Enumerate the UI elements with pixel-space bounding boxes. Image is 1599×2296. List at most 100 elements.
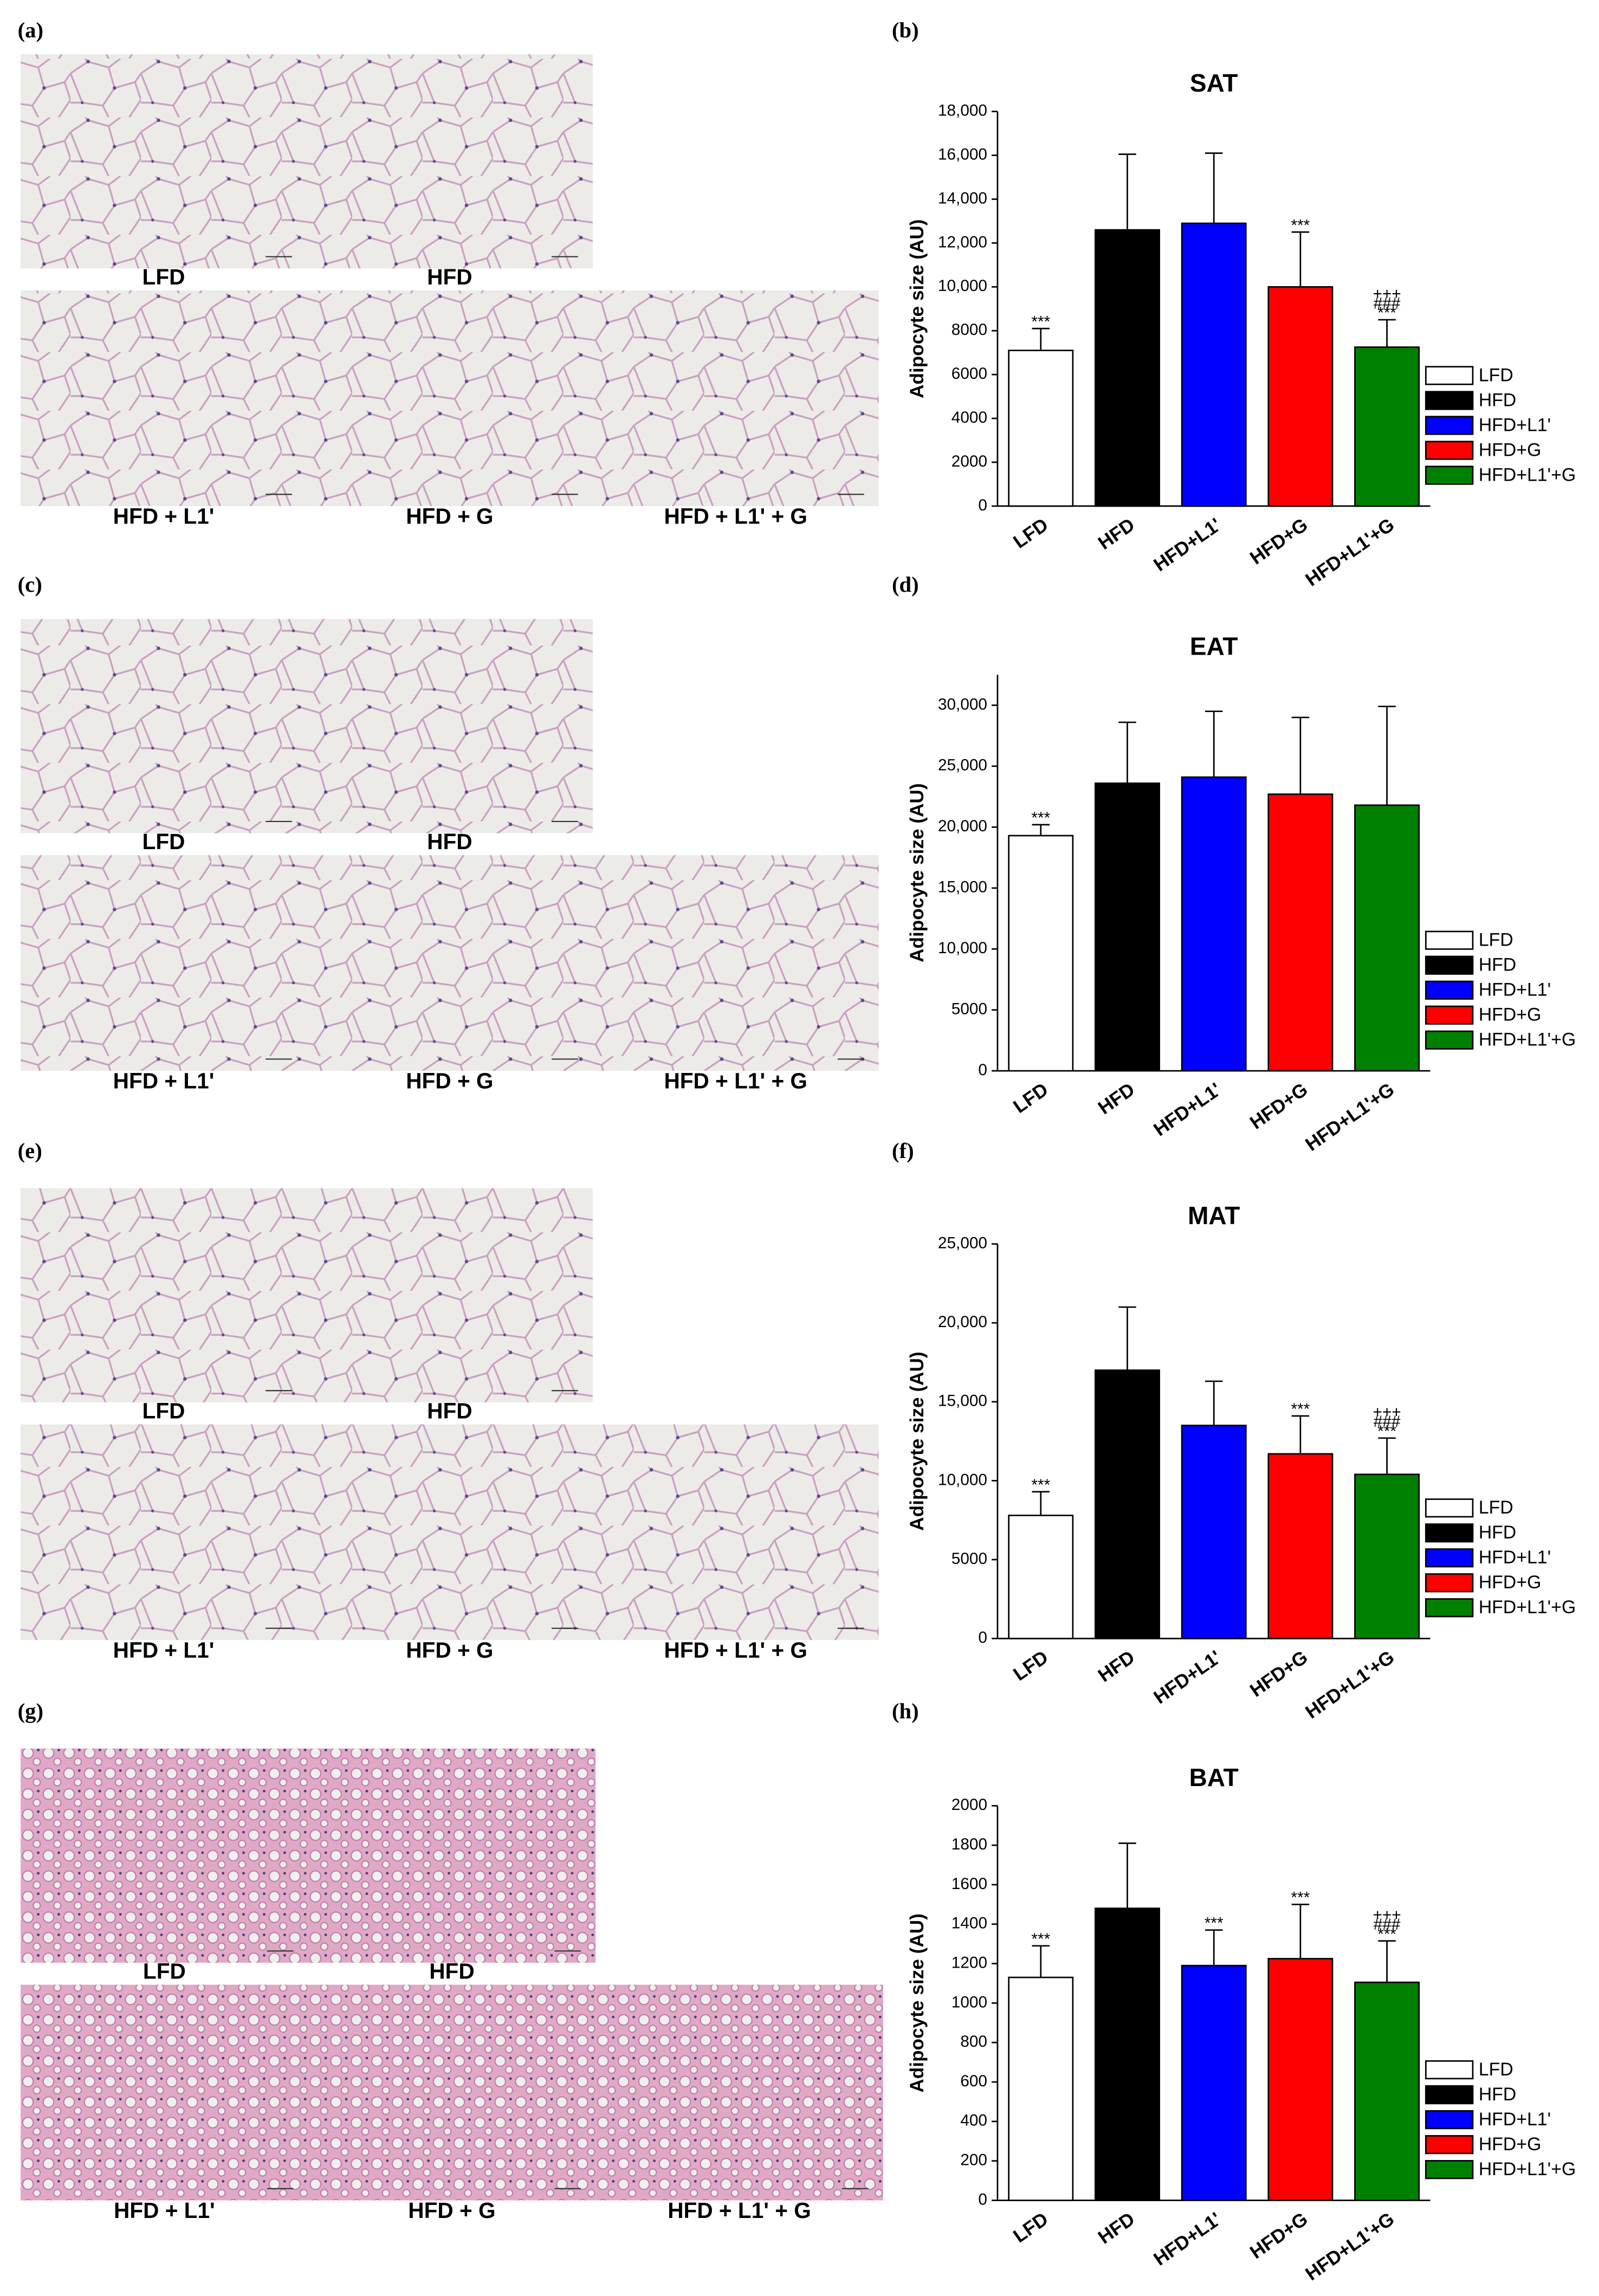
bar — [1008, 835, 1074, 1072]
significance-mark: *** — [1031, 1476, 1050, 1494]
significance-mark: *** — [1377, 1422, 1396, 1440]
image-caption: HFD + L1' + G — [664, 503, 807, 528]
chart-title: SAT — [1190, 69, 1238, 97]
micrograph — [21, 1424, 307, 1640]
legend-label: LFD — [1479, 929, 1513, 950]
bar — [1008, 350, 1074, 507]
micrograph — [306, 54, 593, 269]
bar — [1181, 222, 1247, 507]
legend-swatch — [1425, 2135, 1474, 2155]
significance-mark: ### — [1374, 294, 1401, 312]
panel-label: (c) — [18, 572, 42, 597]
legend-swatch — [1425, 1030, 1474, 1050]
y-tick-label: 16,000 — [938, 146, 987, 164]
legend-label: HFD+G — [1479, 1572, 1542, 1593]
image-caption: HFD + L1' + G — [668, 2198, 811, 2223]
legend-label: HFD — [1479, 1522, 1517, 1543]
y-tick-label: 6000 — [951, 365, 987, 383]
legend-label: HFD+L1'+G — [1479, 1030, 1576, 1050]
x-tick-label: HFD — [1095, 1079, 1139, 1118]
legend-swatch — [1425, 416, 1474, 435]
image-caption: HFD + L1' + G — [664, 1638, 807, 1663]
error-bar — [1118, 1306, 1136, 1370]
y-tick-label: 20,000 — [938, 817, 987, 835]
micrograph — [306, 619, 593, 833]
error-bar — [1032, 1491, 1050, 1516]
x-tick-label: HFD — [1095, 2208, 1139, 2248]
legend-swatch — [1425, 366, 1474, 385]
y-tick-label: 2000 — [951, 1796, 987, 1814]
bar — [1008, 1515, 1074, 1640]
bar — [1095, 1369, 1160, 1640]
image-caption: HFD + L1' — [113, 1068, 215, 1093]
y-tick-label: 30,000 — [938, 695, 987, 713]
x-tick-label: LFD — [1009, 2208, 1052, 2247]
legend-label: HFD+L1' — [1479, 2109, 1551, 2130]
error-bar — [1032, 327, 1050, 351]
significance-mark: +++ — [1373, 1906, 1401, 1924]
legend-label: HFD — [1479, 390, 1517, 410]
y-tick-label: 14,000 — [938, 189, 987, 207]
micrograph — [306, 290, 593, 506]
legend-swatch — [1425, 1598, 1474, 1618]
legend-label: HFD+G — [1479, 2134, 1542, 2155]
y-tick-label: 8000 — [951, 321, 987, 339]
y-tick-label: 15,000 — [938, 878, 987, 896]
x-tick-label: LFD — [1009, 1079, 1052, 1117]
legend-swatch — [1425, 1498, 1474, 1518]
bar — [1354, 804, 1420, 1072]
x-tick-label: HFD+L1' — [1150, 1079, 1225, 1141]
legend-swatch — [1425, 930, 1474, 950]
y-tick-label: 2000 — [951, 452, 987, 470]
legend-label: LFD — [1479, 2059, 1513, 2080]
y-tick-label: 12,000 — [938, 233, 987, 251]
y-tick-label: 10,000 — [938, 277, 987, 295]
micrograph — [21, 619, 307, 833]
legend-label: HFD+L1' — [1479, 1547, 1551, 1568]
panel-label: (h) — [892, 1699, 919, 1723]
micrograph — [592, 290, 879, 506]
panel-label: (d) — [892, 572, 919, 597]
x-tick-label: HFD+L1'+G — [1302, 2208, 1398, 2285]
y-tick-label: 25,000 — [938, 756, 987, 774]
significance-mark: ### — [1374, 1916, 1401, 1933]
micrograph — [21, 54, 307, 269]
error-bar — [1118, 1842, 1136, 1909]
error-bar — [1291, 1415, 1310, 1454]
y-axis-label: Adipocyte size (AU) — [907, 1351, 928, 1530]
bar — [1181, 776, 1247, 1072]
error-bar — [1205, 152, 1223, 224]
y-tick-label: 10,000 — [938, 939, 987, 957]
legend-swatch — [1425, 465, 1474, 485]
y-tick-label: 0 — [978, 2190, 987, 2208]
image-caption: LFD — [143, 1399, 185, 1424]
y-tick-label: 10,000 — [938, 1471, 987, 1489]
y-tick-label: 800 — [960, 2033, 987, 2051]
micrograph — [21, 1984, 308, 2201]
y-tick-label: 5000 — [951, 1550, 987, 1568]
error-bar — [1378, 706, 1396, 805]
y-tick-label: 18,000 — [938, 102, 987, 120]
panel-label: (f) — [892, 1139, 914, 1163]
legend-label: HFD+L1'+G — [1479, 2159, 1576, 2179]
chart-title: EAT — [1190, 632, 1238, 661]
image-caption: HFD — [427, 829, 472, 854]
x-tick-label: HFD+G — [1246, 2208, 1312, 2263]
x-tick-label: HFD+L1'+G — [1302, 1646, 1398, 1723]
y-tick-label: 0 — [978, 1061, 987, 1079]
bar — [1354, 1981, 1420, 2201]
bar — [1354, 1473, 1420, 1640]
significance-mark: *** — [1031, 313, 1050, 331]
legend-label: HFD — [1479, 2084, 1517, 2105]
legend-label: HFD+G — [1479, 439, 1542, 460]
image-caption: HFD + G — [406, 503, 493, 528]
significance-mark: ### — [1374, 1413, 1401, 1431]
bar — [1267, 793, 1333, 1072]
legend-label: LFD — [1479, 365, 1513, 385]
x-tick-label: LFD — [1009, 1646, 1052, 1685]
legend-swatch — [1425, 391, 1474, 410]
image-caption: LFD — [143, 264, 185, 289]
x-tick-label: HFD+L1' — [1150, 514, 1225, 576]
micrograph — [306, 1188, 593, 1402]
